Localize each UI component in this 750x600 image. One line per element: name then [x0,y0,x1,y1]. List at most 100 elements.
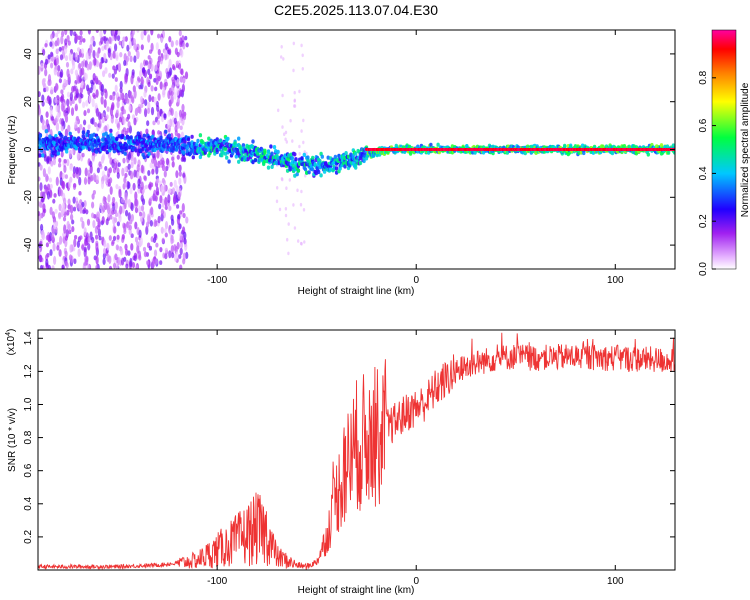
spectrogram-noise-blob [125,67,129,77]
spectrogram-noise-blob [55,176,59,186]
spectrogram-band-blob [41,153,45,158]
spectrogram-noise-blob [45,242,50,248]
spectrogram-noise-blob [147,81,151,88]
spectrogram-noise-blob [91,212,95,219]
spectrogram-noise-blob [52,216,57,224]
spectrogram-noise-blob [70,107,75,116]
spectrogram-noise-blob [115,184,119,190]
spectrogram-noise-blob [130,202,134,212]
spectrogram-noise-blob [163,228,167,233]
spectrogram-noise-blob [109,186,113,195]
snr-y-tick-label: 0.4 [23,496,34,510]
spectrogram-noise-blob [39,254,43,263]
spectrogram-noise-blob [293,99,296,103]
spectrogram-noise-blob [45,86,49,92]
spectrogram-noise-blob [148,73,153,79]
spectrogram-noise-blob [133,117,137,126]
spectrogram-noise-blob [168,188,172,193]
spectrogram-noise-blob [157,75,161,82]
spectrogram-noise-blob [66,98,70,107]
spectrogram-noise-blob [177,62,182,70]
spectrogram-noise-blob [85,100,89,107]
spectrogram-noise-blob [50,33,54,40]
spectrogram-noise-blob [70,68,74,75]
spectrogram-noise-blob [84,167,88,177]
spectrogram-noise-blob [144,99,148,107]
spectrogram-noise-blob [55,122,60,132]
spectrogram-noise-blob [109,215,113,220]
spectrogram-noise-blob [298,151,301,156]
spectrogram-noise-blob [146,221,150,228]
spectrogram-noise-blob [100,180,105,190]
spectrogram-noise-blob [106,106,110,112]
spectrogram-noise-blob [72,85,77,92]
spectrogram-noise-blob [59,170,63,180]
spectrogram-noise-blob [153,96,157,104]
spectrogram-noise-blob [161,198,165,208]
spectrogram-noise-blob [143,250,147,258]
spectrogram-noise-blob [61,46,65,51]
spectrogram-noise-blob [83,241,88,246]
spectrogram-noise-blob [61,30,65,38]
colorbar-tick-label: 0.6 [698,118,709,132]
spectrogram-noise-blob [64,128,68,138]
spectrogram-noise-blob [148,183,152,190]
spectrogram-noise-blob [179,210,183,215]
spectrogram-noise-blob [163,170,167,178]
spectrogram-noise-blob [157,130,161,136]
spectrogram-noise-blob [94,122,98,128]
spectrogram-noise-blob [71,99,75,105]
spectrogram-noise-blob [45,258,49,266]
spectrogram-noise-blob [136,244,140,254]
spectrogram-band-blob [294,157,298,162]
spectrogram-noise-blob [177,214,181,220]
spectrogram-noise-blob [139,236,143,246]
spectrogram-noise-blob [52,157,57,166]
spectrogram-noise-blob [50,86,54,95]
spectrogram-noise-blob [155,165,159,175]
spectrogram-noise-blob [82,101,86,109]
spectrogram-noise-blob [164,42,168,50]
spectrogram-noise-blob [164,49,168,56]
spectrogram-noise-blob [75,115,80,122]
spectrogram-noise-blob [39,264,43,269]
spectrogram-band-blob [319,173,323,178]
spectrogram-noise-blob [158,203,162,210]
snr-ylabel: SNR (10 * v/v) [7,408,18,472]
spectrogram-band-blob [622,144,627,149]
spectrogram-noise-blob [61,264,65,269]
spectrogram-noise-blob [63,224,67,234]
spectrogram-noise-blob [291,139,294,143]
spectrogram-noise-blob [149,162,153,169]
spectrogram-noise-blob [69,164,73,171]
spectrogram-noise-blob [90,79,94,85]
spectrogram-band-blob [646,152,650,157]
spectrogram-noise-blob [164,81,168,87]
spectrogram-noise-blob [129,187,133,195]
spectrogram-noise-blob [287,222,290,226]
spectrogram-band-blob [338,166,342,171]
spectrogram-band-blob [129,135,133,140]
spectrogram-noise-blob [161,157,165,164]
spectrogram-noise-blob [64,250,68,258]
spectrogram-noise-blob [173,117,177,125]
spectrogram-noise-blob [164,205,168,211]
spectrogram-x-tick-label: -100 [207,275,227,286]
spectrogram-noise-blob [83,177,88,185]
spectrogram-noise-blob [170,244,174,255]
spectrogram-noise-blob [167,90,171,100]
spectrogram-noise-blob [108,265,113,269]
spectrogram-noise-blob [92,92,96,98]
spectrogram-noise-blob [78,62,82,69]
spectrogram-noise-blob [95,30,99,33]
spectrogram-xlabel: Height of straight line (km) [298,286,415,297]
spectrogram-noise-blob [52,242,56,252]
spectrogram-noise-blob [289,118,292,123]
spectrogram-noise-blob [56,112,60,120]
spectrogram-noise-blob [145,225,149,236]
spectrogram-band-blob [142,155,146,160]
spectrogram-noise-blob [136,163,140,173]
spectrogram-noise-blob [87,169,91,177]
spectrogram-noise-blob [149,220,153,227]
